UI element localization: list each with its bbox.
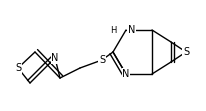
Text: H: H [111,26,117,35]
Text: N: N [128,25,135,35]
Text: N: N [51,53,59,63]
Text: S: S [183,47,189,57]
Text: N: N [122,69,130,79]
Text: S: S [99,55,105,65]
Text: S: S [15,63,21,73]
